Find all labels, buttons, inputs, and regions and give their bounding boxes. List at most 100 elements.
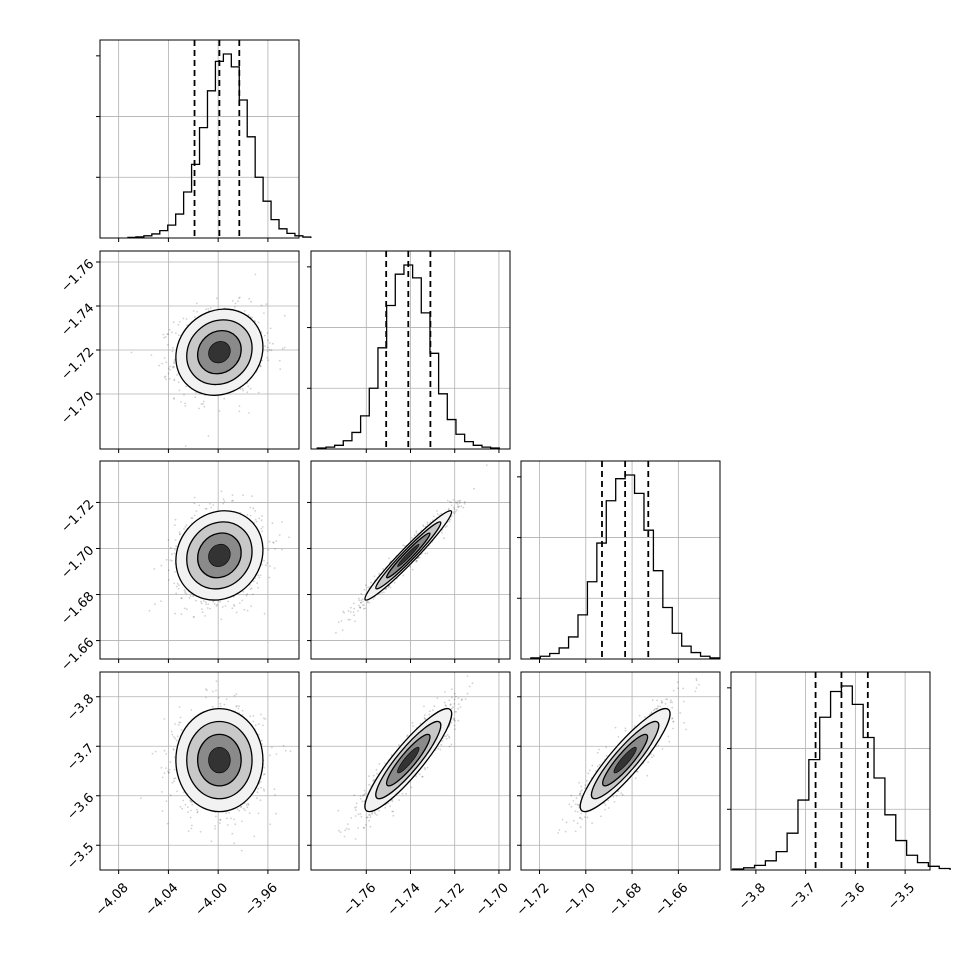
scatter-point bbox=[453, 692, 456, 695]
scatter-point bbox=[411, 536, 413, 539]
scatter-point bbox=[174, 612, 177, 615]
scatter-point bbox=[130, 351, 133, 354]
scatter-point bbox=[223, 500, 226, 503]
scatter-point bbox=[227, 600, 230, 603]
scatter-point bbox=[260, 304, 263, 307]
panel-2-1 bbox=[307, 460, 511, 663]
scatter-point bbox=[281, 548, 283, 551]
scatter-point bbox=[183, 607, 186, 610]
scatter-point bbox=[167, 333, 170, 335]
scatter-point bbox=[184, 402, 187, 405]
scatter-point bbox=[220, 490, 223, 493]
scatter-point bbox=[171, 559, 173, 562]
scatter-point bbox=[256, 797, 258, 799]
scatter-point bbox=[238, 297, 240, 300]
scatter-point bbox=[165, 361, 168, 364]
scatter-point bbox=[436, 697, 439, 699]
scatter-point bbox=[178, 706, 181, 708]
scatter-point bbox=[263, 773, 266, 775]
scatter-point bbox=[263, 766, 265, 769]
scatter-point bbox=[444, 526, 447, 528]
scatter-point bbox=[387, 586, 390, 589]
scatter-point bbox=[190, 709, 193, 711]
scatter-point bbox=[172, 321, 175, 324]
scatter-point bbox=[193, 316, 196, 319]
scatter-point bbox=[254, 273, 257, 276]
scatter-point bbox=[241, 820, 243, 823]
scatter-point bbox=[258, 517, 261, 520]
scatter-point bbox=[339, 831, 342, 834]
scatter-point bbox=[165, 558, 168, 561]
scatter-point bbox=[260, 713, 262, 716]
scatter-point bbox=[165, 767, 167, 769]
scatter-point bbox=[167, 579, 170, 581]
scatter-point bbox=[185, 592, 188, 595]
scatter-point bbox=[177, 334, 180, 337]
scatter-point bbox=[354, 620, 356, 623]
scatter-point bbox=[274, 794, 276, 796]
scatter-point bbox=[352, 611, 355, 614]
scatter-point bbox=[175, 332, 177, 335]
scatter-point bbox=[205, 601, 207, 604]
scatter-point bbox=[166, 822, 169, 825]
scatter-point bbox=[219, 705, 222, 708]
panel-0-0 bbox=[96, 39, 312, 242]
scatter-point bbox=[260, 527, 263, 530]
scatter-point bbox=[180, 613, 183, 616]
scatter-point bbox=[204, 507, 207, 510]
scatter-point bbox=[177, 381, 180, 384]
scatter-point bbox=[222, 502, 225, 505]
scatter-point bbox=[173, 780, 175, 783]
scatter-point bbox=[186, 806, 189, 808]
scatter-point bbox=[170, 547, 172, 549]
y-tick-label: −1.76 bbox=[59, 257, 98, 296]
scatter-point bbox=[173, 359, 176, 362]
scatter-point bbox=[269, 565, 271, 567]
scatter-point bbox=[335, 631, 337, 634]
scatter-point bbox=[363, 604, 365, 607]
scatter-point bbox=[174, 539, 177, 541]
scatter-point bbox=[167, 569, 170, 572]
scatter-point bbox=[266, 350, 269, 353]
scatter-point bbox=[273, 788, 276, 791]
scatter-point bbox=[448, 745, 451, 748]
scatter-point bbox=[259, 799, 262, 802]
scatter-point bbox=[184, 405, 187, 407]
x-tick-label: −4.00 bbox=[192, 880, 231, 919]
scatter-point bbox=[185, 524, 188, 526]
scatter-point bbox=[214, 827, 216, 830]
y-tick-label: −3.6 bbox=[64, 790, 97, 823]
scatter-point bbox=[214, 825, 217, 827]
scatter-point bbox=[178, 531, 181, 533]
scatter-point bbox=[235, 693, 238, 695]
scatter-point bbox=[173, 378, 176, 381]
scatter-point bbox=[231, 300, 234, 302]
scatter-point bbox=[169, 761, 172, 763]
scatter-point bbox=[219, 702, 222, 705]
scatter-point bbox=[184, 590, 187, 593]
scatter-point bbox=[242, 389, 244, 392]
scatter-point bbox=[261, 530, 264, 533]
scatter-point bbox=[426, 766, 429, 769]
scatter-point bbox=[173, 582, 176, 585]
scatter-point bbox=[268, 540, 271, 543]
scatter-point bbox=[452, 499, 455, 501]
scatter-point bbox=[353, 607, 356, 610]
scatter-point bbox=[428, 710, 431, 713]
scatter-point bbox=[160, 766, 163, 769]
scatter-point bbox=[187, 830, 190, 833]
scatter-point bbox=[174, 549, 176, 551]
panel-1-1 bbox=[307, 250, 511, 453]
scatter-point bbox=[200, 600, 202, 603]
scatter-point bbox=[357, 597, 360, 600]
scatter-point bbox=[180, 597, 183, 600]
scatter-point bbox=[254, 724, 257, 727]
scatter-point bbox=[278, 359, 281, 362]
scatter-point bbox=[261, 526, 264, 528]
scatter-point bbox=[242, 494, 244, 497]
scatter-point bbox=[245, 594, 248, 597]
scatter-point bbox=[267, 548, 270, 551]
scatter-point bbox=[163, 357, 166, 359]
scatter-point bbox=[208, 503, 211, 505]
scatter-point bbox=[255, 520, 258, 523]
